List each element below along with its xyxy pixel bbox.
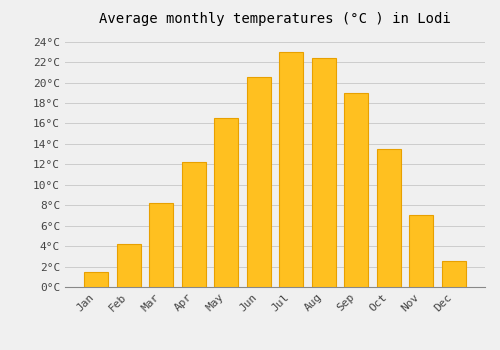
Bar — [116, 244, 141, 287]
Bar — [376, 149, 401, 287]
Bar — [246, 77, 271, 287]
Bar — [182, 162, 206, 287]
Title: Average monthly temperatures (°C ) in Lodi: Average monthly temperatures (°C ) in Lo… — [99, 12, 451, 26]
Bar — [214, 118, 238, 287]
Bar — [312, 58, 336, 287]
Bar — [279, 52, 303, 287]
Bar — [149, 203, 174, 287]
Bar — [409, 216, 434, 287]
Bar — [84, 272, 108, 287]
Bar — [344, 93, 368, 287]
Bar — [442, 261, 466, 287]
